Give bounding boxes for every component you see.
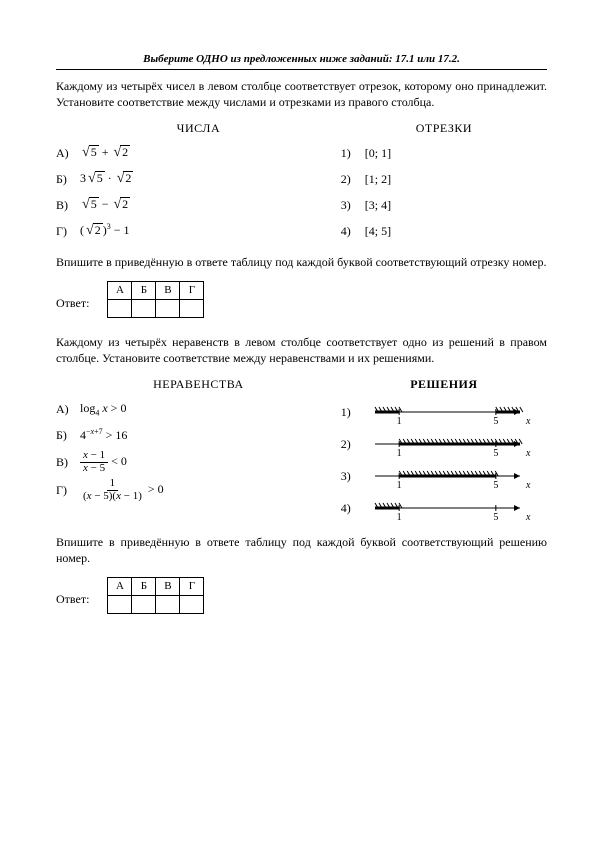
task1-right-title: ОТРЕЗКИ (341, 120, 547, 136)
task2-right-title: РЕШЕНИЯ (341, 376, 547, 392)
task1-number-A: А) 5 + 2 (56, 142, 341, 164)
task1-cell-V[interactable] (156, 299, 180, 317)
task1-number-V: В) 5 − 2 (56, 194, 341, 216)
task2-cell-B[interactable] (132, 595, 156, 613)
task2-cell-A[interactable] (108, 595, 132, 613)
task2-cell-V[interactable] (156, 595, 180, 613)
svg-text:5: 5 (493, 480, 498, 490)
task2-cell-G[interactable] (180, 595, 204, 613)
svg-text:1: 1 (396, 448, 401, 458)
task1-cell-A[interactable] (108, 299, 132, 317)
page-header: Выберите ОДНО из предложенных ниже задан… (56, 52, 547, 70)
task2-th-V: В (156, 577, 180, 595)
task2-instruction: Впишите в приведённую в ответе таблицу п… (56, 534, 547, 566)
task2-numline-1: 1)15x (341, 398, 547, 426)
svg-text:1: 1 (396, 416, 401, 426)
svg-text:1: 1 (396, 512, 401, 522)
task1-left-title: ЧИСЛА (56, 120, 341, 136)
task1-cell-B[interactable] (132, 299, 156, 317)
task1-th-G: Г (180, 281, 204, 299)
svg-text:1: 1 (396, 480, 401, 490)
task2-left-title: НЕРАВЕНСТВА (56, 376, 341, 392)
task2-th-G: Г (180, 577, 204, 595)
task2-numline-2: 2)15x (341, 430, 547, 458)
task1-th-B: Б (132, 281, 156, 299)
task1-number-B: Б) 35 · 2 (56, 168, 341, 190)
svg-text:x: x (525, 448, 531, 458)
task2-numline-3: 3)15x (341, 462, 547, 490)
task2-answer-label: Ответ: (56, 591, 89, 613)
task1-segment-2: 2)[1; 2] (341, 168, 547, 190)
svg-text:5: 5 (493, 448, 498, 458)
svg-text:5: 5 (493, 512, 498, 522)
task2-ineq-V: В) x − 1x − 5 < 0 (56, 450, 341, 474)
task1-number-G: Г) (2)3 − 1 (56, 220, 341, 242)
svg-text:5: 5 (493, 416, 498, 426)
task2-answer-table: А Б В Г (107, 577, 204, 614)
task2-ineq-B: Б) 4−x+7 > 16 (56, 424, 341, 446)
task2-columns: НЕРАВЕНСТВА А) log4 x > 0 Б) 4−x+7 > 16 … (56, 376, 547, 526)
task2-numline-4: 4)15x (341, 494, 547, 522)
task1-intro: Каждому из четырёх чисел в левом столбце… (56, 78, 547, 110)
svg-text:x: x (525, 416, 531, 426)
task1-segment-3: 3)[3; 4] (341, 194, 547, 216)
task2-ineq-A: А) log4 x > 0 (56, 398, 341, 420)
task1-answer-table: А Б В Г (107, 281, 204, 318)
svg-text:x: x (525, 512, 531, 522)
svg-text:x: x (525, 480, 531, 490)
task2-numline-container: 1)15x2)15x3)15x4)15x (341, 398, 547, 522)
task2-th-B: Б (132, 577, 156, 595)
task2-ineq-G: Г) 1(x − 5)(x − 1) > 0 (56, 478, 341, 502)
task1-columns: ЧИСЛА А) 5 + 2 Б) 35 · 2 В) 5 − 2 Г) (2)… (56, 120, 547, 246)
task2-th-A: А (108, 577, 132, 595)
task1-segment-1: 1)[0; 1] (341, 142, 547, 164)
task1-cell-G[interactable] (180, 299, 204, 317)
task1-answer-label: Ответ: (56, 295, 89, 317)
task1-th-V: В (156, 281, 180, 299)
task1-segment-4: 4)[4; 5] (341, 220, 547, 242)
task1-th-A: А (108, 281, 132, 299)
task1-instruction: Впишите в приведённую в ответе таблицу п… (56, 254, 547, 270)
task2-intro: Каждому из четырёх неравенств в левом ст… (56, 334, 547, 366)
